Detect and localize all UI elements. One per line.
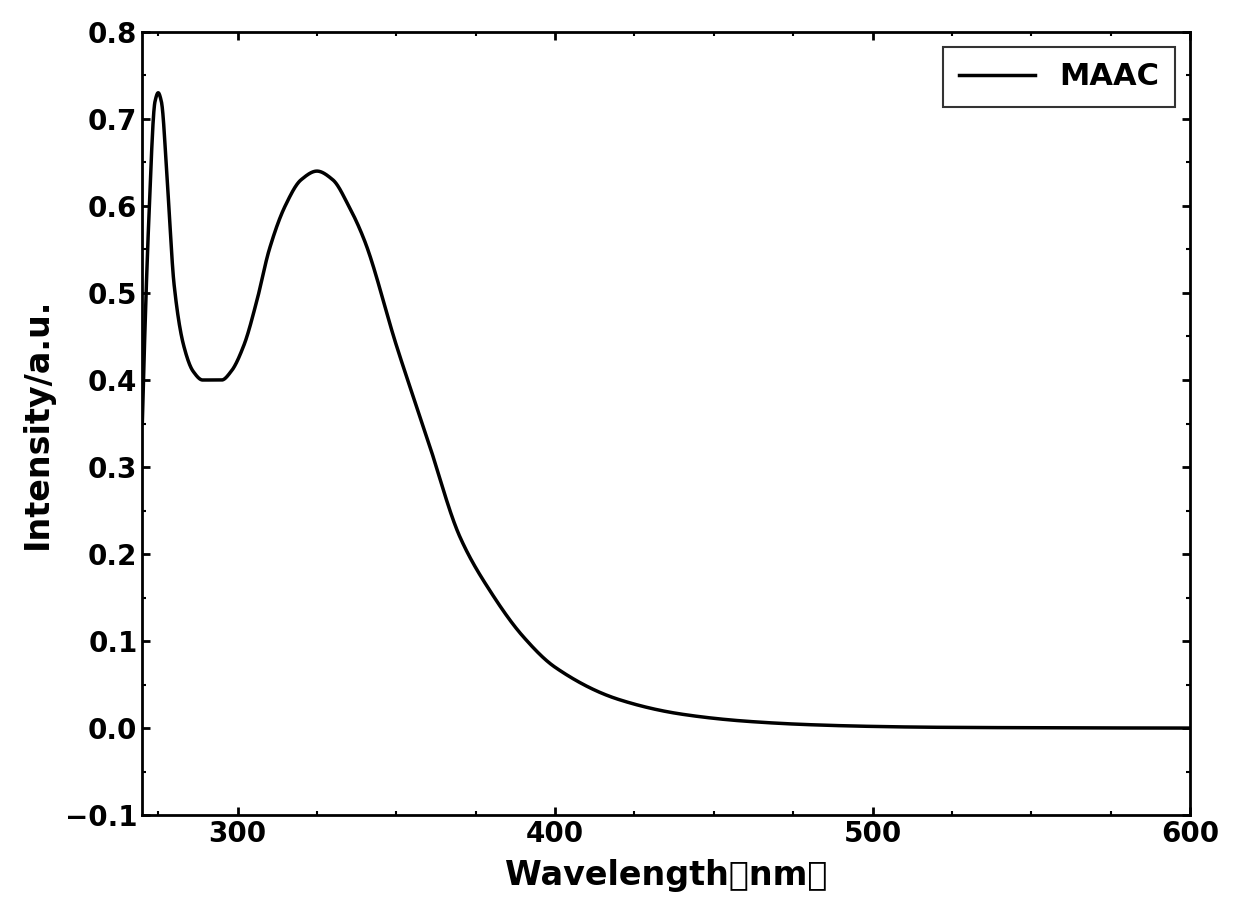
MAAC [916,721,931,732]
X-axis label: Wavelength（nm）: Wavelength（nm） [505,859,827,892]
MAAC [536,652,551,663]
Legend: MAAC: MAAC [944,47,1174,107]
MAAC [764,718,779,729]
MAAC [1183,722,1198,733]
Y-axis label: Intensity/a.u.: Intensity/a.u. [21,298,53,550]
MAAC [135,418,150,429]
MAAC [816,719,831,730]
MAAC [151,88,166,99]
MAAC [997,722,1012,733]
Line: MAAC: MAAC [143,93,1190,728]
MAAC [325,174,340,185]
